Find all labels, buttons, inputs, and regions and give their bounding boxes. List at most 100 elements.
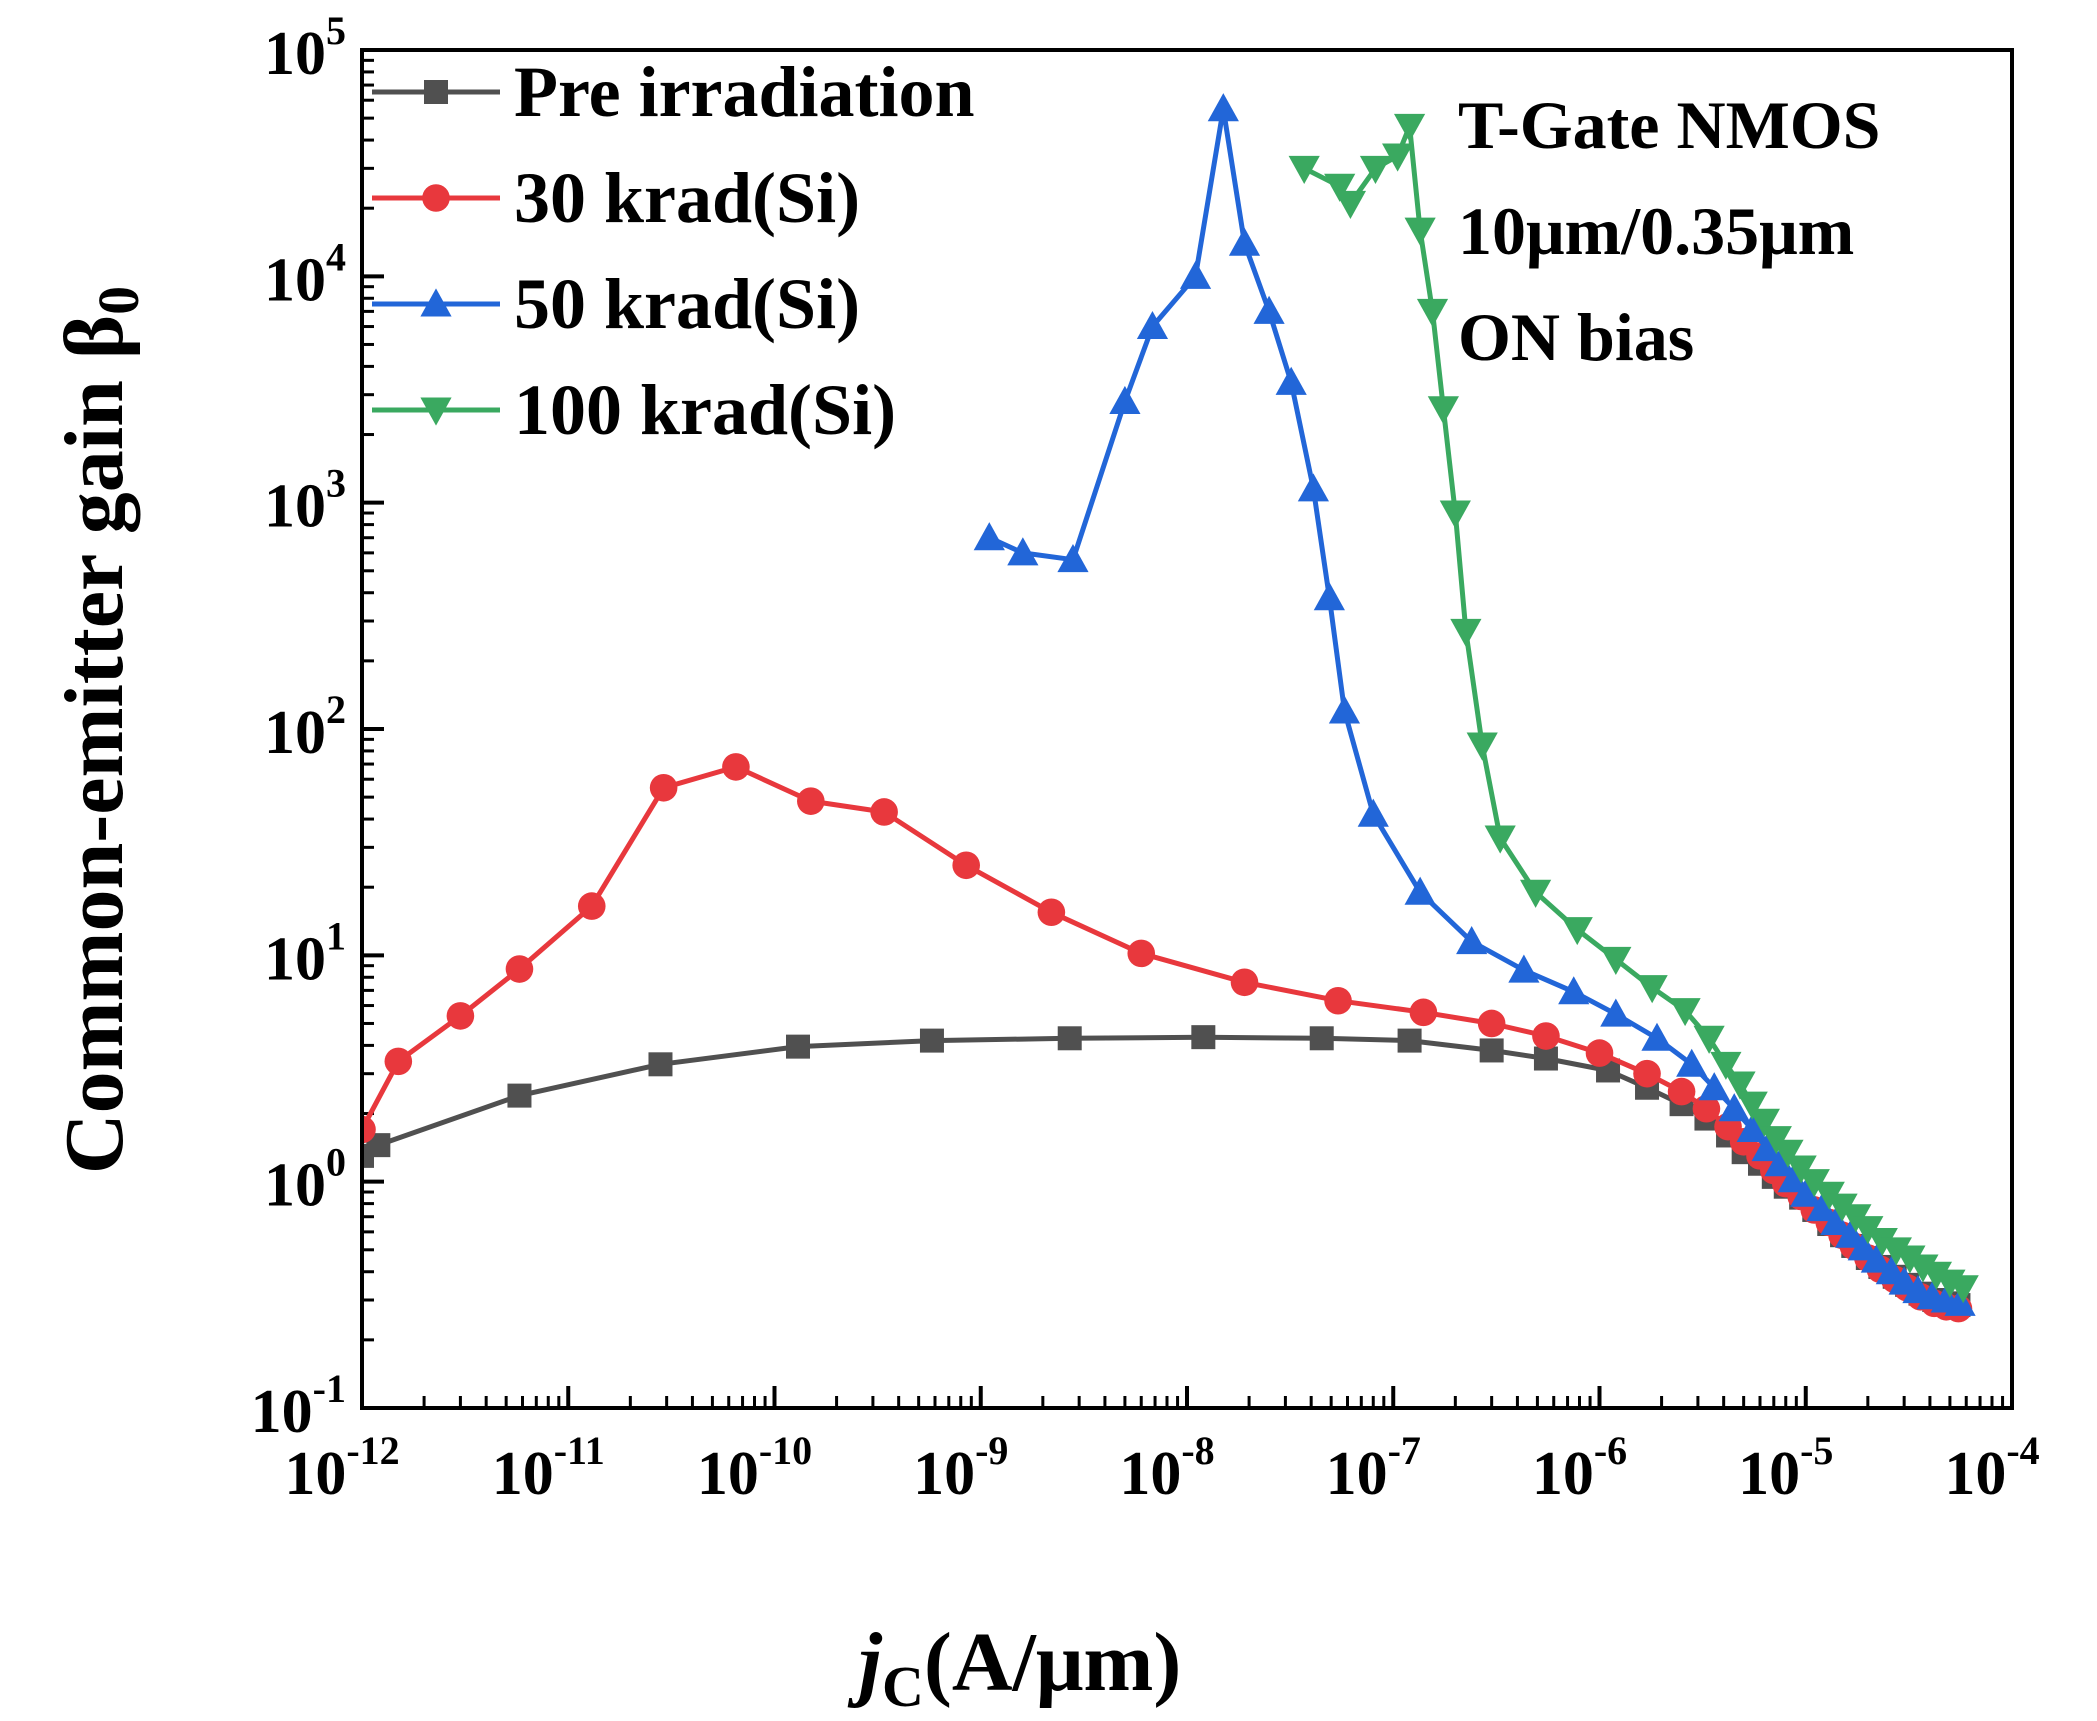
x-tick-exponent: -12: [346, 1428, 399, 1473]
data-point: [1207, 93, 1239, 122]
y-axis-title-sub: 0: [86, 286, 151, 315]
y-tick-base: 10: [264, 246, 326, 314]
x-tick-exponent: -4: [2006, 1428, 2039, 1473]
data-point: [1456, 925, 1488, 955]
data-point: [1669, 998, 1701, 1027]
data-point: [1057, 1026, 1082, 1051]
data-point: [1309, 1026, 1334, 1051]
data-point: [1798, 1169, 1830, 1198]
data-point: [1382, 143, 1414, 172]
data-point: [1698, 1072, 1730, 1101]
data-point: [1860, 1244, 1892, 1273]
data-point: [1484, 825, 1516, 854]
data-point: [1777, 1164, 1809, 1193]
x-tick-base: 10: [1944, 1440, 2006, 1508]
data-point: [1109, 385, 1141, 414]
data-point: [1676, 1048, 1708, 1077]
data-point: [1477, 1009, 1506, 1038]
data-point: [1710, 1051, 1742, 1080]
legend-item: 30 krad(Si): [372, 158, 860, 238]
x-tick-exponent: -10: [759, 1428, 812, 1473]
data-point: [1479, 1038, 1504, 1063]
data-point: [1313, 582, 1345, 611]
x-axis-title-italic: j: [848, 1616, 883, 1709]
data-point: [1466, 732, 1498, 761]
data-point: [1561, 917, 1593, 946]
legend-item: Pre irradiation: [372, 52, 975, 132]
x-tick-label: 10-8: [1119, 1428, 1214, 1508]
data-point: [1532, 1022, 1560, 1050]
data-point: [648, 1052, 673, 1077]
data-point: [1127, 939, 1156, 968]
data-point: [1450, 618, 1482, 647]
data-point: [1357, 798, 1389, 827]
data-point: [1191, 1025, 1216, 1050]
data-point: [786, 1034, 811, 1059]
annotation-line: 10μm/0.35μm: [1458, 193, 1854, 269]
x-tick-exponent: -9: [975, 1428, 1008, 1473]
data-point: [1641, 1022, 1673, 1051]
data-point: [1736, 1091, 1768, 1120]
legend-marker: [422, 184, 450, 212]
series-3: [1288, 113, 1979, 1304]
data-point: [797, 787, 825, 815]
data-point: [1826, 1193, 1858, 1222]
data-point: [1806, 1193, 1838, 1222]
data-point: [1416, 298, 1449, 327]
y-tick-base: 10: [264, 20, 326, 88]
y-tick-label: 102: [264, 687, 346, 767]
data-point: [649, 773, 678, 802]
data-point: [1253, 295, 1285, 324]
data-point: [870, 798, 898, 826]
x-tick-exponent: -7: [1388, 1428, 1421, 1473]
y-tick-exponent: 4: [326, 234, 346, 279]
x-tick-exponent: -8: [1181, 1428, 1214, 1473]
x-axis-title: jC(A/μm): [848, 1616, 1182, 1719]
data-point: [1920, 1261, 1953, 1290]
data-point: [1324, 986, 1352, 1015]
data-point: [1866, 1227, 1898, 1257]
y-tick-exponent: 2: [326, 687, 346, 732]
plot-frame: [360, 48, 2014, 1410]
data-point: [1772, 1139, 1804, 1168]
legend-label: 100 krad(Si): [514, 370, 896, 450]
data-point: [973, 522, 1005, 551]
data-point: [1409, 998, 1438, 1027]
data-point: [505, 955, 534, 983]
annotation-block: T-Gate NMOS 10μm/0.35μm ON bias: [1458, 87, 1880, 375]
data-point: [1136, 310, 1169, 340]
data-point: [507, 1083, 532, 1108]
data-point: [952, 851, 980, 880]
y-tick-base: 10: [264, 473, 326, 541]
y-tick-label: 10-1: [251, 1366, 346, 1446]
x-tick-exponent: -6: [1594, 1428, 1627, 1473]
data-point: [1057, 544, 1089, 573]
x-tick-label: 10-5: [1738, 1428, 1833, 1508]
y-axis-title: Common-emitter gain β0: [48, 286, 151, 1174]
x-tick-base: 10: [1532, 1440, 1594, 1508]
data-point: [1397, 1028, 1422, 1053]
x-tick-label: 10-9: [913, 1428, 1008, 1508]
data-point: [1693, 1025, 1725, 1054]
data-point: [1393, 113, 1426, 142]
x-tick-base: 10: [284, 1440, 346, 1508]
legend-item: 50 krad(Si): [372, 264, 860, 344]
data-point: [919, 1028, 944, 1053]
data-point: [1724, 1071, 1756, 1100]
data-point: [1324, 173, 1356, 202]
data-point: [1880, 1237, 1912, 1266]
x-tick-label: 10-11: [492, 1428, 605, 1508]
series-line: [362, 1034, 1959, 1308]
data-point: [1275, 366, 1307, 395]
y-tick-label: 104: [264, 234, 346, 314]
data-point: [1718, 1093, 1750, 1122]
data-point: [1907, 1254, 1939, 1283]
data-point: [1404, 876, 1436, 905]
data-point: [1558, 976, 1590, 1005]
x-tick-label: 10-10: [697, 1428, 812, 1508]
x-tick-exponent: -11: [554, 1428, 605, 1473]
legend-marker: [420, 288, 452, 317]
y-axis-title-main: Common-emitter gain β: [48, 315, 141, 1174]
x-tick-base: 10: [1326, 1440, 1388, 1508]
